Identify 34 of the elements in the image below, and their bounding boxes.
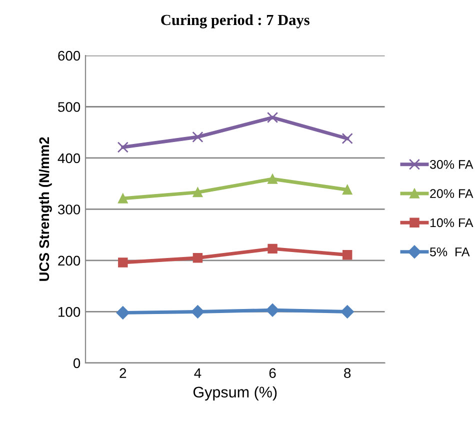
point: [192, 187, 203, 198]
y-tick-label: 300: [58, 204, 80, 214]
y-tick-label: 400: [58, 153, 80, 164]
legend-label: 20% FA: [430, 189, 474, 198]
point: [342, 250, 352, 260]
x-tick-label: 2: [120, 368, 126, 378]
legend-label: 10% FA: [430, 218, 474, 228]
point: [268, 244, 278, 254]
point: [266, 304, 280, 317]
point: [342, 132, 353, 144]
point: [117, 142, 128, 153]
x-tick-label: 8: [344, 368, 351, 378]
chart-title: Curing period : 7 Days: [161, 14, 310, 28]
x-axis-title: Gypsum (%): [193, 386, 277, 401]
y-axis-title: UCS Strength (N/mm2: [38, 137, 52, 281]
point: [266, 112, 278, 124]
point: [116, 306, 130, 320]
point: [268, 174, 278, 184]
y-tick-label: 500: [58, 102, 80, 112]
legend-label: 5% FA: [430, 248, 470, 256]
legend-label: 30% FA: [430, 160, 474, 169]
y-tick-label: 0: [73, 358, 80, 368]
point: [118, 194, 128, 204]
point: [191, 305, 204, 318]
point: [340, 305, 354, 318]
y-tick-label: 600: [58, 50, 80, 61]
y-tick-label: 100: [58, 307, 80, 317]
point: [192, 253, 203, 263]
point: [192, 131, 204, 143]
point: [342, 184, 352, 195]
point: [118, 258, 128, 268]
x-tick-label: 6: [269, 368, 276, 378]
y-tick-label: 200: [58, 256, 80, 266]
x-tick-label: 4: [194, 368, 202, 378]
